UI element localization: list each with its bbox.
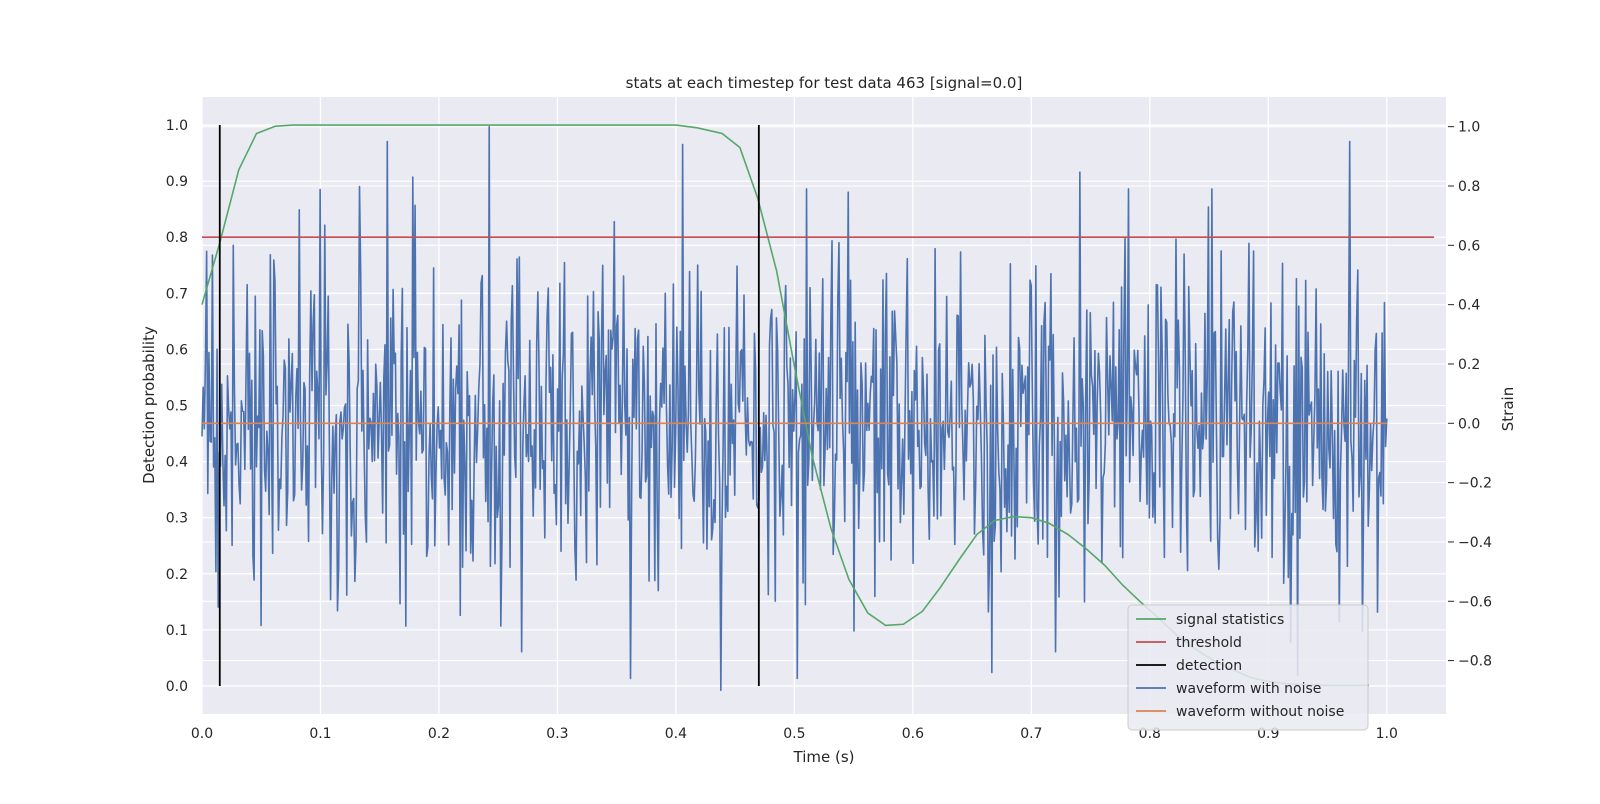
y2-tick-label: −0.4 [1458,535,1492,551]
y-tick-label: 0.6 [166,342,188,358]
y2-tick-label: −0.2 [1458,476,1492,492]
legend-box [1127,604,1369,731]
y-tick-label: 0.0 [166,679,188,695]
y2-tick-label: 0.2 [1458,357,1480,373]
legend-label: detection [1176,658,1242,674]
y-tick-label: 0.9 [166,174,188,190]
y-tick-label: 0.4 [166,455,188,471]
y-tick-label: 1.0 [166,118,188,134]
y-tick-label: 0.5 [166,399,188,415]
legend-label: waveform with noise [1176,681,1321,697]
y2-axis-label: Strain [1499,387,1517,431]
y-tick-label: 0.3 [166,511,188,527]
x-tick-label: 0.4 [665,726,687,742]
x-tick-label: 0.6 [902,726,924,742]
series-waveform-with-noise [201,125,1388,692]
y-axis-label: Detection probability [140,326,158,484]
y2-tick-label: 0.8 [1458,179,1480,195]
y2-tick-label: −0.6 [1458,594,1492,610]
x-tick-label: 0.2 [428,726,450,742]
y2-tick-label: −0.8 [1458,654,1492,670]
y2-tick-label: 1.0 [1458,120,1480,136]
x-tick-label: 0.0 [191,726,213,742]
legend: signal statistics threshold detection wavef… [1127,604,1369,731]
axes-layer: 0.0 0.1 0.2 0.3 0.4 0.5 0.6 0.7 0.8 0.9 1.0 0.0 0.1 0… [166,118,1492,742]
x-tick-label: 0.7 [1020,726,1042,742]
y-tick-label: 0.8 [166,230,188,246]
x-tick-label: 0.5 [783,726,805,742]
x-tick-label: 0.1 [309,726,331,742]
legend-label: waveform without noise [1176,704,1344,720]
legend-label: threshold [1176,635,1242,651]
y2-tick-label: 0.4 [1458,298,1480,314]
y-tick-label: 0.7 [166,286,188,302]
x-tick-label: 1.0 [1376,726,1398,742]
legend-label: signal statistics [1176,612,1284,628]
y2-tick-label: 0.6 [1458,238,1480,254]
y-tick-label: 0.2 [166,567,188,583]
y-tick-label: 0.1 [166,623,188,639]
x-tick-label: 0.3 [546,726,568,742]
chart-title: stats at each timestep for test data 463… [626,74,1023,92]
x-axis-label: Time (s) [793,748,855,766]
y2-tick-label: 0.0 [1458,416,1480,432]
